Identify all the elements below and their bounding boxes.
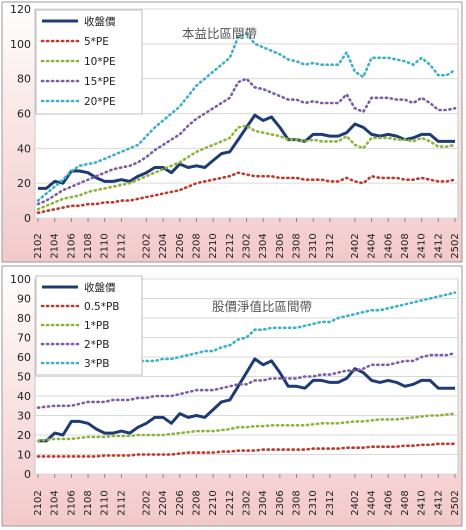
x-tick-label: 2308 — [292, 490, 303, 515]
legend-label: 0.5*PB — [84, 301, 119, 313]
x-tick-label: 2404 — [367, 233, 378, 258]
x-tick-label: 2412 — [433, 490, 444, 515]
legend-label: 5*PE — [84, 36, 109, 48]
series-line-3 — [36, 351, 457, 410]
series-line-2 — [36, 412, 457, 443]
x-tick-label: 2208 — [192, 233, 203, 258]
y-tick-label: 0 — [24, 468, 31, 481]
y-tick-label: 60 — [17, 351, 31, 364]
x-tick-label: 2306 — [275, 233, 286, 258]
y-tick-label: 40 — [17, 142, 31, 155]
chart-title: 股價淨值比區間帶 — [212, 299, 312, 314]
x-tick-label: 2102 — [33, 233, 44, 258]
x-tick-label: 2112 — [116, 233, 127, 258]
legend-label: 2*PB — [84, 339, 109, 351]
y-tick-label: 10 — [17, 449, 31, 462]
x-tick-label: 2302 — [242, 490, 253, 515]
x-tick-label: 2402 — [350, 490, 361, 515]
x-tick-label: 2304 — [258, 490, 269, 515]
x-tick-label: 2104 — [50, 233, 61, 258]
series-line-3 — [36, 77, 457, 206]
x-tick-label: 2302 — [242, 233, 253, 258]
y-tick-label: 120 — [10, 3, 31, 16]
y-tick-label: 20 — [17, 177, 31, 190]
x-tick-label: 2210 — [208, 233, 219, 258]
legend-label: 3*PB — [84, 358, 109, 370]
chart-title: 本益比區間帶 — [182, 26, 257, 41]
x-tick-label: 2108 — [83, 233, 94, 258]
y-tick-label: 70 — [17, 332, 31, 345]
x-tick-label: 2212 — [225, 233, 236, 258]
legend-label: 10*PE — [84, 56, 116, 68]
legend-label: 15*PE — [84, 76, 116, 88]
x-tick-label: 2304 — [258, 233, 269, 258]
x-tick-label: 2204 — [158, 233, 169, 258]
x-tick-label: 2410 — [417, 490, 428, 515]
series-line-4 — [36, 31, 457, 202]
x-tick-label: 2202 — [141, 233, 152, 258]
x-tick-label: 2110 — [100, 490, 111, 515]
x-tick-label: 2210 — [208, 490, 219, 515]
legend-label: 收盤價 — [84, 15, 116, 28]
x-tick-label: 2406 — [383, 490, 394, 515]
x-tick-label: 2108 — [83, 490, 94, 515]
x-tick-label: 2110 — [100, 233, 111, 258]
y-tick-label: 100 — [10, 38, 31, 51]
x-tick-label: 2102 — [33, 490, 44, 515]
x-tick-label: 2206 — [175, 490, 186, 515]
x-tick-label: 2412 — [433, 233, 444, 258]
x-tick-label: 2306 — [275, 490, 286, 515]
x-tick-label: 2312 — [325, 233, 336, 258]
x-tick-label: 2406 — [383, 233, 394, 258]
series-line-1 — [36, 442, 457, 458]
y-tick-label: 0 — [24, 212, 31, 225]
x-tick-label: 2408 — [400, 233, 411, 258]
y-tick-label: 50 — [17, 371, 31, 384]
x-tick-label: 2112 — [116, 490, 127, 515]
series-line-2 — [36, 124, 457, 211]
y-tick-label: 80 — [17, 312, 31, 325]
x-tick-label: 2312 — [325, 490, 336, 515]
series-line-0 — [38, 357, 455, 443]
series-line-1 — [36, 171, 457, 215]
chart-2: 0 10 20 30 40 50 60 70 80 90 100 2102 2104 2106 2108 21… — [1, 265, 463, 527]
x-tick-label: 2402 — [350, 233, 361, 258]
x-tick-label: 2404 — [367, 490, 378, 515]
x-tick-label: 2502 — [450, 490, 461, 515]
x-tick-label: 2206 — [175, 233, 186, 258]
y-tick-label: 90 — [17, 293, 31, 306]
y-tick-label: 60 — [17, 108, 31, 121]
y-tick-label: 80 — [17, 73, 31, 86]
x-tick-label: 2502 — [450, 233, 461, 258]
x-tick-label: 2208 — [192, 490, 203, 515]
y-tick-label: 100 — [10, 273, 31, 286]
y-tick-label: 30 — [17, 410, 31, 423]
chart-1: 0 20 40 60 80 100 120 2102 2104 2106 2108 2110 2112 2… — [1, 1, 463, 263]
y-tick-label: 40 — [17, 390, 31, 403]
x-tick-label: 2106 — [66, 233, 77, 258]
x-tick-label: 2202 — [141, 490, 152, 515]
legend-label: 收盤價 — [84, 281, 116, 294]
x-tick-label: 2308 — [292, 233, 303, 258]
x-tick-label: 2204 — [158, 490, 169, 515]
x-tick-label: 2106 — [66, 490, 77, 515]
legend-label: 20*PE — [84, 96, 116, 108]
x-tick-label: 2310 — [308, 490, 319, 515]
legend-label: 1*PB — [84, 320, 109, 332]
x-tick-label: 2104 — [50, 490, 61, 515]
x-tick-label: 2408 — [400, 490, 411, 515]
x-tick-label: 2410 — [417, 233, 428, 258]
x-tick-label: 2212 — [225, 490, 236, 515]
x-tick-label: 2310 — [308, 233, 319, 258]
y-tick-label: 20 — [17, 429, 31, 442]
series-line-0 — [38, 113, 455, 190]
